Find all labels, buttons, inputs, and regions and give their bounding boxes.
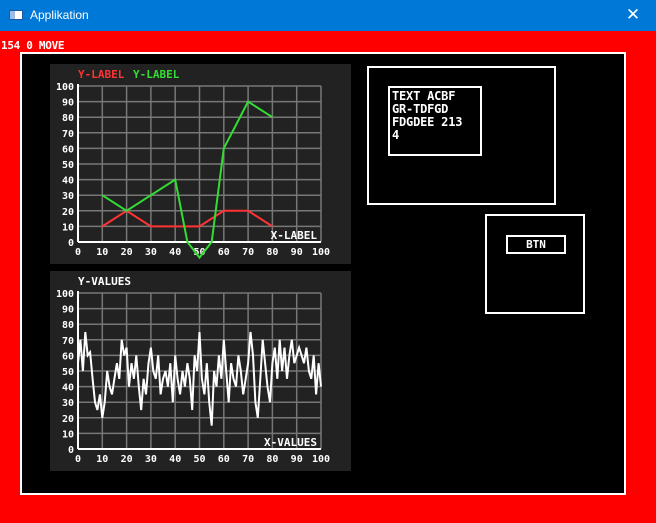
- x-tick-label: 0: [75, 454, 81, 465]
- y-tick-label: 30: [62, 191, 74, 202]
- y-tick-label: 0: [68, 238, 74, 249]
- y-tick-label: 0: [68, 445, 74, 456]
- x-tick-label: 50: [193, 247, 205, 258]
- y-tick-label: 90: [62, 305, 74, 316]
- y-tick-label: 40: [62, 383, 74, 394]
- x-tick-label: 90: [291, 454, 303, 465]
- y-axis-label: Y-VALUES: [78, 275, 131, 288]
- chart-bottom-svg: 0 10 20 30 40 50 60 70 80 90 100 0 10 20 30 40 50 60 70 80 9…: [56, 275, 330, 465]
- y-tick-label: 20: [62, 207, 74, 218]
- x-tick-label: 80: [266, 454, 278, 465]
- client-area: 154 0 MOVE 0 10 20 30 40 50 60 70 80 90 100 0 10 20 30…: [0, 31, 656, 523]
- window-title: Applikation: [30, 8, 89, 22]
- x-tick-label: 100: [312, 454, 330, 465]
- canvas-area: 0 10 20 30 40 50 60 70 80 90 100 0 10 20 30 40 50 60 70 80 9…: [20, 52, 626, 495]
- y-tick-label: 10: [62, 429, 74, 440]
- x-tick-label: 90: [291, 247, 303, 258]
- x-tick-label: 20: [121, 454, 133, 465]
- y-tick-label: 80: [62, 113, 74, 124]
- x-tick-label: 100: [312, 247, 330, 258]
- text-panel: TEXT ACBF GR-TDFGD FDGDEE 213 4: [367, 66, 556, 205]
- y-tick-label: 60: [62, 144, 74, 155]
- x-tick-label: 40: [169, 247, 181, 258]
- x-tick-label: 70: [242, 454, 254, 465]
- y-tick-label: 50: [62, 160, 74, 171]
- x-tick-label: 80: [266, 247, 278, 258]
- y-tick-label: 20: [62, 414, 74, 425]
- y-tick-label: 90: [62, 98, 74, 109]
- x-tick-label: 30: [145, 247, 157, 258]
- x-tick-label: 60: [218, 454, 230, 465]
- y-tick-label: 50: [62, 367, 74, 378]
- chart-top-svg: 0 10 20 30 40 50 60 70 80 90 100 0 10 20 30 40 50 60 70 80 9…: [56, 68, 330, 260]
- y-tick-label: 100: [56, 289, 74, 300]
- y-tick-label: 70: [62, 129, 74, 140]
- series-line-1: [101, 209, 273, 228]
- x-tick-label: 50: [193, 454, 205, 465]
- y-tick-label: 100: [56, 82, 74, 93]
- btn-button[interactable]: BTN: [506, 235, 566, 254]
- y-tick-label: 30: [62, 398, 74, 409]
- x-axis-label: X-LABEL: [271, 229, 318, 242]
- status-text: 154 0 MOVE: [1, 39, 65, 52]
- x-axis-label: X-VALUES: [264, 436, 317, 449]
- title-bar: Applikation ✕: [0, 0, 656, 31]
- x-tick-label: 70: [242, 247, 254, 258]
- y-tick-label: 10: [62, 222, 74, 233]
- x-tick-label: 30: [145, 454, 157, 465]
- series-line-2: [101, 100, 273, 260]
- y-tick-label: 60: [62, 351, 74, 362]
- y-tick-label: 80: [62, 320, 74, 331]
- y-tick-label: 40: [62, 176, 74, 187]
- x-tick-label: 0: [75, 247, 81, 258]
- legend-entry: Y-LABEL: [133, 68, 180, 81]
- legend-entry: Y-LABEL: [78, 68, 125, 81]
- x-tick-label: 60: [218, 247, 230, 258]
- chart-bottom: 0 10 20 30 40 50 60 70 80 90 100 0 10 20 30 40 50 60 70 80 9…: [50, 271, 351, 471]
- button-panel: BTN: [485, 214, 585, 314]
- close-button[interactable]: ✕: [625, 5, 641, 25]
- x-tick-label: 10: [96, 454, 108, 465]
- x-tick-label: 40: [169, 454, 181, 465]
- series-line-1: [77, 331, 322, 426]
- y-tick-label: 70: [62, 336, 74, 347]
- x-tick-label: 20: [121, 247, 133, 258]
- text-box: TEXT ACBF GR-TDFGD FDGDEE 213 4: [388, 86, 482, 156]
- chart-top: 0 10 20 30 40 50 60 70 80 90 100 0 10 20 30 40 50 60 70 80 9…: [50, 64, 351, 264]
- app-window-icon: [9, 10, 23, 20]
- x-tick-label: 10: [96, 247, 108, 258]
